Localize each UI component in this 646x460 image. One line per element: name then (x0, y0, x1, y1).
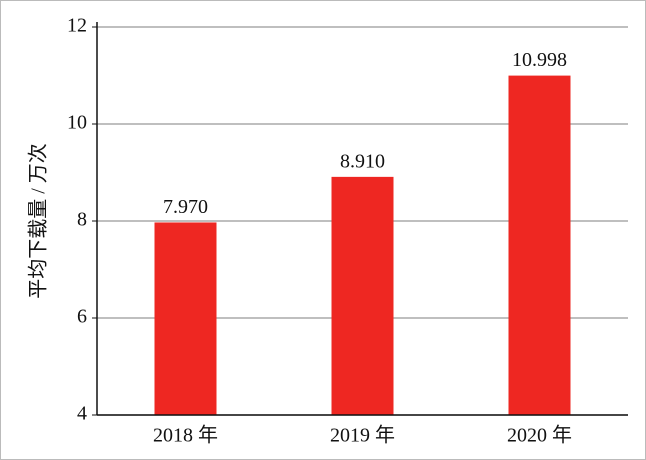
value-label: 10.998 (512, 49, 567, 71)
x-tick-label: 2019 年 (330, 424, 395, 447)
value-label: 7.970 (163, 196, 208, 218)
bar (154, 222, 217, 415)
y-tick-label: 12 (67, 15, 87, 37)
y-tick-label: 4 (77, 403, 87, 425)
y-tick-label: 8 (77, 209, 87, 231)
y-tick-label: 10 (67, 112, 87, 134)
x-tick-label: 2018 年 (153, 424, 218, 447)
y-tick-label: 6 (77, 306, 87, 328)
bar (331, 176, 394, 415)
bar (508, 75, 571, 416)
x-tick-label: 2020 年 (507, 424, 572, 447)
value-label: 8.910 (340, 150, 385, 172)
y-axis-label: 平均下载量 / 万次 (27, 143, 50, 299)
